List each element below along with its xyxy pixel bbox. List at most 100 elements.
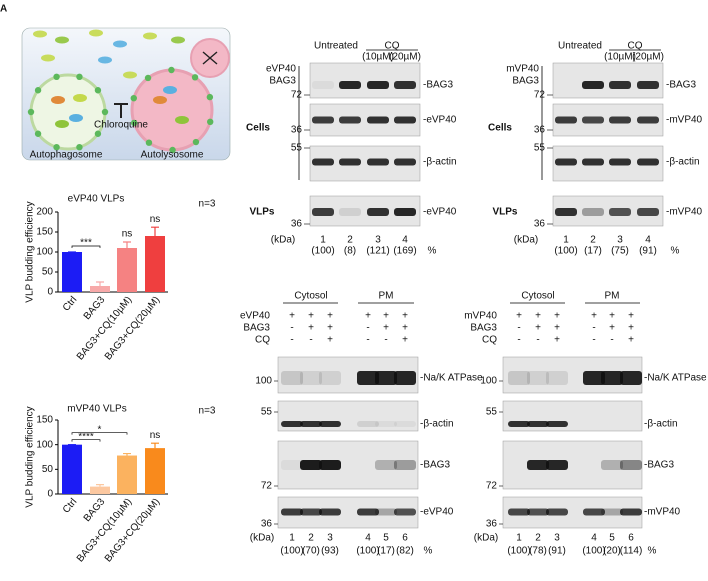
kda-label: (kDa) xyxy=(514,235,538,246)
blot-band xyxy=(375,371,397,385)
y-tick-label: 150 xyxy=(36,227,53,238)
group-label: CQ xyxy=(385,41,400,52)
blot-band xyxy=(367,116,389,124)
lane-number: 6 xyxy=(402,533,408,544)
marker-label: 72 xyxy=(261,481,273,492)
quantification: (114) xyxy=(620,546,643,557)
lane-number: 6 xyxy=(628,533,634,544)
membrane-dot xyxy=(168,66,175,74)
blot-band xyxy=(637,81,659,89)
treatment-sign: + xyxy=(402,311,408,322)
quantification: (82) xyxy=(396,546,414,557)
blot-band xyxy=(339,116,361,124)
lane-number: 4 xyxy=(645,235,651,246)
significance: ns xyxy=(150,430,161,441)
schematic-label: Autophagosome xyxy=(30,150,103,161)
significance: ns xyxy=(150,214,161,225)
blot-band xyxy=(637,208,659,216)
marker-label: 55 xyxy=(534,143,546,154)
treatment-sign: + xyxy=(554,323,560,334)
protein-blob xyxy=(33,30,47,38)
x-tick-label: Ctrl xyxy=(61,295,79,314)
marker-label: 36 xyxy=(291,219,303,230)
blot-band xyxy=(583,508,605,516)
blot-band xyxy=(281,421,303,427)
lane-number: 4 xyxy=(365,533,371,544)
group-label: Cytosol xyxy=(521,291,554,302)
blot-band xyxy=(609,116,631,124)
blot-band xyxy=(637,116,659,124)
treatment-sign: + xyxy=(628,335,634,346)
chart-title: eVP40 VLPs xyxy=(68,194,125,205)
lane-number: 4 xyxy=(402,235,408,246)
quantification: (100) xyxy=(280,546,303,557)
marker-label: 36 xyxy=(291,125,303,136)
marker-label: 72 xyxy=(291,90,303,101)
band-label: -BAG3 xyxy=(644,460,674,471)
lane-number: 5 xyxy=(383,533,389,544)
band-label: -eVP40 xyxy=(423,115,457,126)
blot-band xyxy=(582,81,604,89)
blot-band xyxy=(300,460,322,470)
bar xyxy=(90,286,110,292)
chart-title: mVP40 VLPs xyxy=(67,404,126,415)
blot-membrane xyxy=(552,62,664,99)
band-label: -Na/K ATPase xyxy=(644,373,707,384)
membrane-dot xyxy=(101,108,109,116)
blot-band xyxy=(394,81,416,89)
lane-number: 3 xyxy=(375,235,381,246)
row-label: BAG3 xyxy=(512,76,539,87)
marker-label: 36 xyxy=(534,125,546,136)
blot-band xyxy=(375,460,397,470)
row-label: CQ xyxy=(255,335,270,346)
unit-label: % xyxy=(424,546,433,557)
treatment-sign: + xyxy=(383,323,389,334)
quantification: (91) xyxy=(548,546,566,557)
bar xyxy=(145,448,165,494)
lane-number: 3 xyxy=(327,533,333,544)
cargo xyxy=(69,114,83,122)
quantification: (8) xyxy=(344,246,356,257)
blot-band xyxy=(300,421,322,427)
treatment-sign: + xyxy=(628,323,634,334)
lane-number: 1 xyxy=(289,533,295,544)
protein-blob xyxy=(98,56,112,64)
blot-band xyxy=(300,371,322,385)
marker-label: 36 xyxy=(486,519,498,530)
schematic-label: Chloroquine xyxy=(94,120,148,131)
membrane-dot xyxy=(206,93,214,101)
treatment-sign: + xyxy=(609,323,615,334)
blot-band xyxy=(300,508,322,516)
treatment-sign: + xyxy=(383,311,389,322)
bar xyxy=(117,455,137,494)
chart-note: n=3 xyxy=(199,199,216,210)
y-tick-label: 0 xyxy=(47,287,53,298)
significance-bracket xyxy=(71,245,101,248)
section-label: VLPs xyxy=(249,207,274,218)
treatment-sign: - xyxy=(536,335,539,346)
lane-number: 2 xyxy=(535,533,541,544)
lane-number: 2 xyxy=(308,533,314,544)
cargo xyxy=(55,120,69,128)
membrane-dot xyxy=(53,73,60,81)
band-label: -BAG3 xyxy=(423,80,453,91)
membrane-dot xyxy=(34,130,42,137)
y-tick-label: 100 xyxy=(36,247,53,258)
row-label: eVP40 xyxy=(240,311,270,322)
quantification: (121) xyxy=(366,246,389,257)
treatment-sign: - xyxy=(517,323,520,334)
blot-band xyxy=(582,158,604,166)
membrane-dot xyxy=(207,118,214,126)
protein-blob xyxy=(123,71,137,79)
y-tick-label: 50 xyxy=(42,267,54,278)
blot-band xyxy=(281,371,303,385)
membrane-dot xyxy=(130,119,138,127)
quantification: (17) xyxy=(584,246,602,257)
blot-band xyxy=(527,421,549,427)
significance: ns xyxy=(122,229,133,240)
scissors xyxy=(202,51,218,65)
x-tick-label: BAG3 xyxy=(82,496,108,524)
band-label: -eVP40 xyxy=(420,507,454,518)
blot-membrane xyxy=(502,496,643,529)
